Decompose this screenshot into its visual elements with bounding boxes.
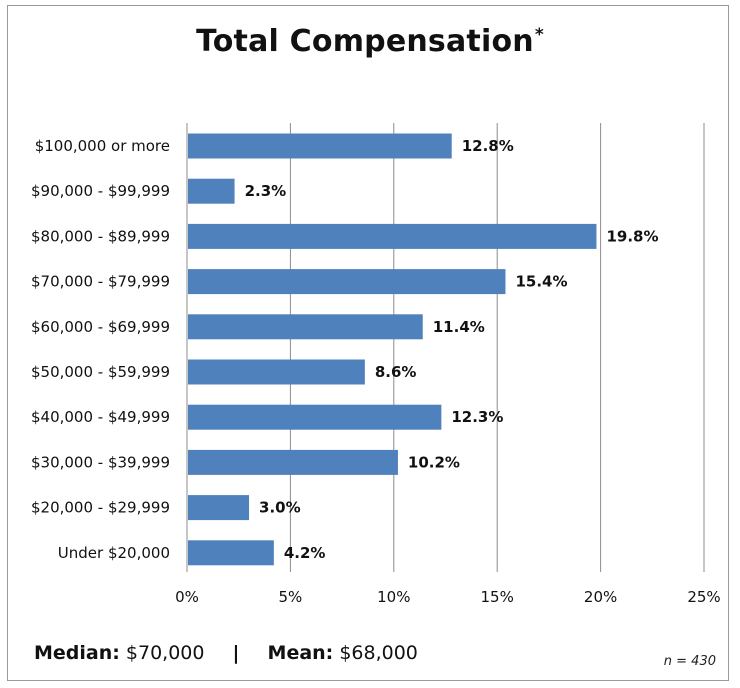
bar xyxy=(188,314,423,340)
data-label: 12.3% xyxy=(451,408,503,426)
bar xyxy=(188,269,506,295)
category-label: Under $20,000 xyxy=(58,544,170,562)
median-value: $70,000 xyxy=(125,642,205,664)
data-label: 12.8% xyxy=(462,137,514,155)
category-label: $40,000 - $49,999 xyxy=(31,408,170,426)
bar xyxy=(188,178,235,204)
category-label: $100,000 or more xyxy=(35,137,170,155)
category-label: $20,000 - $29,999 xyxy=(31,499,170,517)
sample-size-note: n = 430 xyxy=(663,654,716,669)
category-label: $90,000 - $99,999 xyxy=(31,182,170,200)
data-label: 2.3% xyxy=(245,182,287,200)
mean-label: Mean: xyxy=(267,642,334,664)
chart-title-text: Total Compensation xyxy=(196,24,534,59)
bar xyxy=(188,223,597,249)
data-label: 4.2% xyxy=(284,544,326,562)
x-tick-label: 15% xyxy=(481,588,514,606)
data-label: 3.0% xyxy=(259,499,301,517)
summary-stats: Median: $70,000 | Mean: $68,000 xyxy=(34,642,418,664)
bar xyxy=(188,540,274,566)
x-tick-label: 20% xyxy=(584,588,617,606)
data-label: 11.4% xyxy=(433,318,485,336)
data-label: 15.4% xyxy=(515,273,567,291)
bar xyxy=(188,133,452,159)
x-tick-label: 25% xyxy=(687,588,720,606)
title-asterisk: * xyxy=(534,25,544,45)
chart-title: Total Compensation* xyxy=(0,24,740,59)
bar xyxy=(188,404,442,430)
bar xyxy=(188,449,398,475)
chart-frame xyxy=(7,5,729,681)
category-label: $50,000 - $59,999 xyxy=(31,363,170,381)
median-label: Median: xyxy=(34,642,120,664)
category-label: $80,000 - $89,999 xyxy=(31,227,170,245)
bar xyxy=(188,495,250,521)
data-label: 8.6% xyxy=(375,363,417,381)
x-tick-label: 10% xyxy=(377,588,410,606)
category-label: $70,000 - $79,999 xyxy=(31,273,170,291)
category-label: $60,000 - $69,999 xyxy=(31,318,170,336)
x-tick-label: 5% xyxy=(279,588,303,606)
bar xyxy=(188,359,365,385)
stats-separator: | xyxy=(232,642,240,664)
category-label: $30,000 - $39,999 xyxy=(31,453,170,471)
data-label: 10.2% xyxy=(408,453,460,471)
x-tick-label: 0% xyxy=(175,588,199,606)
mean-value: $68,000 xyxy=(339,642,418,664)
data-label: 19.8% xyxy=(606,227,658,245)
